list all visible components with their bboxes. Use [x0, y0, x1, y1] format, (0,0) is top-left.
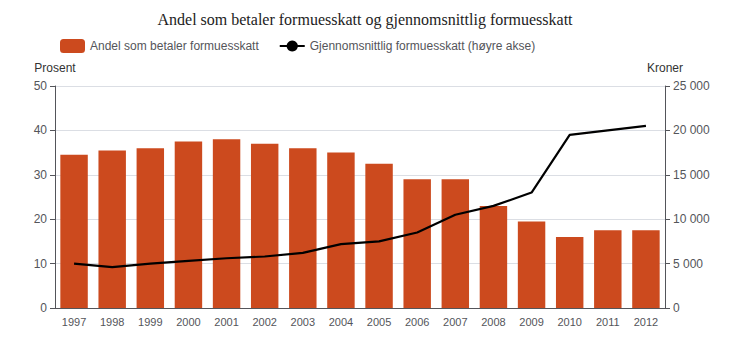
svg-text:Kroner: Kroner [647, 61, 683, 75]
svg-text:2005: 2005 [367, 316, 391, 328]
svg-text:20 000: 20 000 [673, 123, 710, 137]
svg-text:10 000: 10 000 [673, 212, 710, 226]
svg-text:Andel som betaler formuesskatt: Andel som betaler formuesskatt og gjenno… [157, 11, 573, 29]
svg-text:1998: 1998 [100, 316, 124, 328]
svg-text:2002: 2002 [252, 316, 276, 328]
svg-text:10: 10 [34, 257, 48, 271]
svg-text:2011: 2011 [596, 316, 620, 328]
svg-text:2006: 2006 [405, 316, 429, 328]
svg-text:0: 0 [40, 301, 47, 315]
svg-text:Prosent: Prosent [34, 61, 76, 75]
svg-text:0: 0 [673, 301, 680, 315]
svg-text:2007: 2007 [443, 316, 467, 328]
svg-text:2001: 2001 [214, 316, 238, 328]
svg-text:Gjennomsnittlig formuesskatt (: Gjennomsnittlig formuesskatt (høyre akse… [310, 39, 535, 53]
svg-text:30: 30 [34, 168, 48, 182]
svg-text:2008: 2008 [481, 316, 505, 328]
svg-text:15 000: 15 000 [673, 168, 710, 182]
svg-text:2003: 2003 [291, 316, 315, 328]
svg-text:1997: 1997 [62, 316, 86, 328]
svg-text:1999: 1999 [138, 316, 162, 328]
svg-text:2009: 2009 [519, 316, 543, 328]
svg-text:5 000: 5 000 [673, 257, 703, 271]
svg-text:2010: 2010 [557, 316, 581, 328]
svg-text:2012: 2012 [634, 316, 658, 328]
svg-text:40: 40 [34, 123, 48, 137]
svg-text:2004: 2004 [329, 316, 353, 328]
svg-text:2000: 2000 [176, 316, 200, 328]
svg-text:20: 20 [34, 212, 48, 226]
svg-text:25 000: 25 000 [673, 79, 710, 93]
svg-text:50: 50 [34, 79, 48, 93]
svg-text:Andel som betaler formuesskatt: Andel som betaler formuesskatt [90, 39, 259, 53]
